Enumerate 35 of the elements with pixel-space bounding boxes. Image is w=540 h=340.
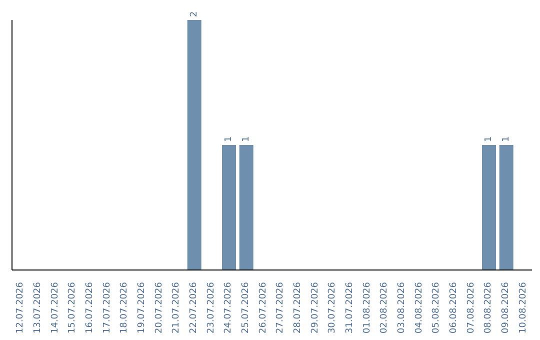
x-tick-label: 04.08.2026 xyxy=(414,282,424,334)
x-tick-label: 23.07.2026 xyxy=(206,282,216,334)
x-tick-label: 17.07.2026 xyxy=(102,282,112,334)
x-tick-label: 12.07.2026 xyxy=(16,282,26,334)
x-tick-label: 14.07.2026 xyxy=(50,282,60,334)
x-tick-label: 08.08.2026 xyxy=(484,282,494,334)
x-tick-label: 16.07.2026 xyxy=(85,282,95,334)
x-tick-label: 20.07.2026 xyxy=(154,282,164,334)
x-tick-label: 27.07.2026 xyxy=(276,282,286,334)
x-tick-label: 30.07.2026 xyxy=(328,282,338,334)
x-tick-label: 28.07.2026 xyxy=(293,282,303,334)
x-tick-label: 02.08.2026 xyxy=(380,282,390,334)
x-tick-label: 01.08.2026 xyxy=(362,282,372,334)
x-tick-label: 07.08.2026 xyxy=(466,282,476,334)
x-tick-label: 31.07.2026 xyxy=(345,282,355,334)
x-tick-label: 06.08.2026 xyxy=(449,282,459,334)
data-label: 1 xyxy=(501,136,512,142)
x-tick-label: 03.08.2026 xyxy=(397,282,407,334)
data-label: 2 xyxy=(189,11,200,17)
x-tick-label: 05.08.2026 xyxy=(432,282,442,334)
x-tick-label: 15.07.2026 xyxy=(68,282,78,334)
x-tick-label: 19.07.2026 xyxy=(137,282,147,334)
x-tick-label: 21.07.2026 xyxy=(172,282,182,334)
x-tick-label: 22.07.2026 xyxy=(189,282,199,334)
x-tick-label: 13.07.2026 xyxy=(33,282,43,334)
x-tick-label: 24.07.2026 xyxy=(224,282,234,334)
x-tick-label: 18.07.2026 xyxy=(120,282,130,334)
x-tick-label: 25.07.2026 xyxy=(241,282,251,334)
x-tick-label: 09.08.2026 xyxy=(501,282,511,334)
data-label: 1 xyxy=(224,136,234,142)
x-tick-label: 26.07.2026 xyxy=(258,282,268,334)
x-tick-label: 29.07.2026 xyxy=(310,282,320,334)
data-label: 1 xyxy=(241,136,252,142)
x-tick-label: 10.08.2026 xyxy=(518,282,528,334)
data-label: 1 xyxy=(484,136,494,142)
